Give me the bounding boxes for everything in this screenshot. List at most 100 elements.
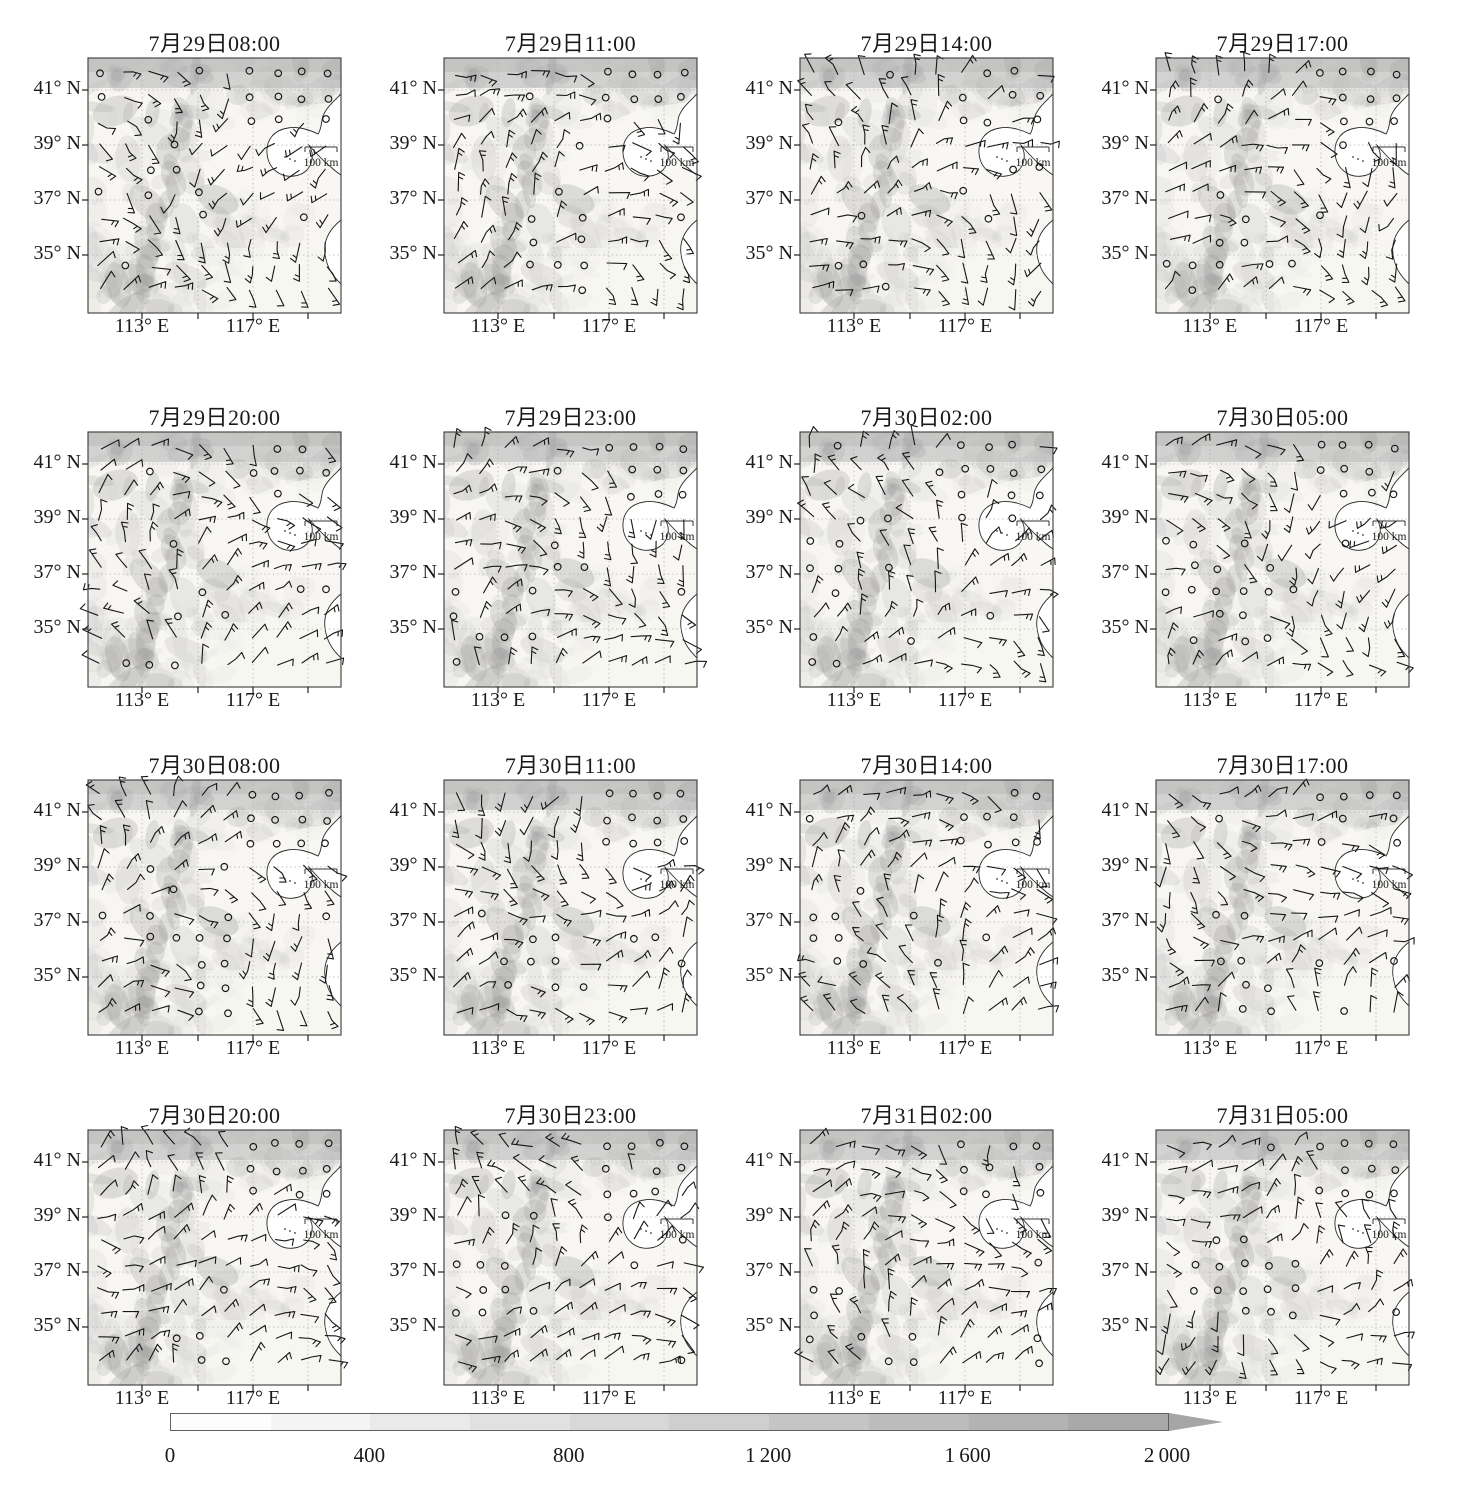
lat-tick-label: 39° N <box>389 132 437 154</box>
panel-row: 7月29日08:00 41° N 39° N 37° N 35° N 100 km 1… <box>30 18 1470 341</box>
map-area: 100 km <box>1150 1129 1415 1391</box>
lat-tick-label: 35° N <box>389 616 437 638</box>
coastline <box>978 815 1054 1007</box>
map-area: 100 km <box>82 57 342 319</box>
lon-tick-label: 117° E <box>225 1037 281 1059</box>
lat-axis-labels: 41° N 39° N 37° N 35° N <box>386 58 444 313</box>
map-panel: 7月30日20:00 41° N 39° N 37° N 35° N 100 km 1… <box>30 1090 349 1413</box>
panel-title: 7月31日05:00 <box>1216 1103 1349 1128</box>
lat-tick-label: 41° N <box>389 77 437 99</box>
axis-ticks <box>82 811 309 1041</box>
map-canvas: 100 km <box>79 431 347 693</box>
map-panel: 7月30日11:00 41° N 39° N 37° N 35° N 100 km 1… <box>386 740 705 1063</box>
axis-ticks <box>82 89 309 319</box>
scale-bar: 100 km <box>1372 520 1407 543</box>
coastline <box>1334 1165 1410 1357</box>
axis-ticks <box>82 463 309 693</box>
colorbar-step <box>1068 1414 1168 1430</box>
map-frame <box>1150 57 1410 319</box>
terrain-layer <box>800 58 1053 313</box>
axis-ticks <box>1150 463 1377 693</box>
map-panel: 7月29日17:00 41° N 39° N 37° N 35° N 100 km 1… <box>1098 18 1410 341</box>
map-canvas: 100 km <box>794 424 1059 693</box>
grid-lines <box>800 780 1053 1035</box>
map-canvas: 100 km <box>1150 1129 1415 1391</box>
panel-title: 7月30日02:00 <box>860 405 993 430</box>
lat-tick-label: 35° N <box>33 964 81 986</box>
map-panel: 7月29日08:00 41° N 39° N 37° N 35° N 100 km 1… <box>30 18 342 341</box>
wind-barbs-layer <box>1155 1131 1415 1380</box>
lon-tick-label: 113° E <box>826 1037 882 1059</box>
lat-tick-label: 35° N <box>745 616 793 638</box>
map-frame <box>794 57 1054 319</box>
lat-tick-label: 35° N <box>745 964 793 986</box>
colorbar: 0 400 800 1 200 1 600 2 000 <box>165 1413 1270 1473</box>
scale-bar: 100 km <box>660 146 694 169</box>
terrain-layer <box>444 432 697 687</box>
lat-tick-label: 35° N <box>1101 616 1149 638</box>
axis-ticks <box>438 89 665 319</box>
lat-tick-label: 41° N <box>745 1149 793 1171</box>
map-canvas: 100 km <box>1150 431 1414 693</box>
lat-tick-label: 41° N <box>389 1149 437 1171</box>
lon-tick-label: 117° E <box>581 315 637 337</box>
panel-title: 7月30日23:00 <box>504 1103 637 1128</box>
scale-bar-label: 100 km <box>304 879 339 891</box>
wind-barbs-layer <box>1162 51 1406 308</box>
lat-tick-label: 41° N <box>33 799 81 821</box>
lat-tick-label: 39° N <box>33 854 81 876</box>
map-panel: 7月30日17:00 41° N 39° N 37° N 35° N 100 km 1… <box>1098 740 1415 1063</box>
grid-lines <box>1156 1130 1409 1385</box>
lon-tick-label: 117° E <box>937 1037 993 1059</box>
scale-bar-label: 100 km <box>1372 531 1407 543</box>
coastline <box>622 93 698 285</box>
map-canvas: 100 km <box>438 57 702 319</box>
map-frame <box>1150 431 1410 693</box>
panel-title: 7月29日14:00 <box>860 31 993 56</box>
grid-lines <box>1156 58 1409 313</box>
coastline <box>622 1165 698 1357</box>
lat-tick-label: 35° N <box>1101 1314 1149 1336</box>
grid-lines <box>800 1130 1053 1385</box>
scale-bar: 100 km <box>304 1218 338 1241</box>
terrain-layer <box>800 780 1053 1035</box>
scale-bar-label: 100 km <box>1372 1229 1407 1241</box>
colorbar-step <box>669 1414 770 1430</box>
lat-tick-label: 41° N <box>745 799 793 821</box>
panel-title: 7月30日17:00 <box>1216 753 1349 778</box>
lon-tick-label: 117° E <box>225 1387 281 1409</box>
lat-axis-labels: 41° N 39° N 37° N 35° N <box>1098 780 1156 1035</box>
scale-bar-label: 100 km <box>1016 1229 1051 1241</box>
lat-tick-label: 37° N <box>33 909 81 931</box>
wind-barbs-layer <box>797 784 1060 1014</box>
panel-title: 7月29日08:00 <box>148 31 281 56</box>
lat-tick-label: 35° N <box>33 242 81 264</box>
lon-tick-label: 113° E <box>826 1387 882 1409</box>
lat-tick-label: 37° N <box>1101 187 1149 209</box>
scale-bar: 100 km <box>1016 146 1050 169</box>
wind-barbs-layer <box>452 1125 705 1373</box>
colorbar-arrow <box>1169 1413 1223 1431</box>
lat-tick-label: 37° N <box>1101 1259 1149 1281</box>
panel-row: 7月30日20:00 41° N 39° N 37° N 35° N 100 km 1… <box>30 1090 1470 1413</box>
grid-lines <box>444 1130 697 1385</box>
scale-bar: 100 km <box>304 868 339 891</box>
lon-tick-label: 117° E <box>1293 689 1349 711</box>
lat-tick-label: 37° N <box>33 561 81 583</box>
lon-axis-labels: 113° E 117° E <box>88 687 341 715</box>
lat-tick-label: 39° N <box>1101 854 1149 876</box>
lat-tick-label: 37° N <box>745 187 793 209</box>
map-area: 100 km <box>82 775 348 1041</box>
lon-axis-labels: 113° E 117° E <box>444 313 697 341</box>
map-frame <box>82 779 342 1041</box>
axis-ticks <box>794 463 1021 693</box>
map-panel: 7月29日23:00 41° N 39° N 37° N 35° N 100 km 1… <box>386 392 708 715</box>
map-frame <box>82 57 342 319</box>
colorbar-step <box>370 1414 471 1430</box>
lat-axis-labels: 41° N 39° N 37° N 35° N <box>1098 58 1156 313</box>
panel-title: 7月29日17:00 <box>1216 31 1349 56</box>
map-frame <box>794 431 1054 693</box>
lon-axis-labels: 113° E 117° E <box>444 1035 697 1063</box>
panel-row: 7月29日20:00 41° N 39° N 37° N 35° N 100 km 1… <box>30 392 1470 715</box>
lat-tick-label: 35° N <box>1101 964 1149 986</box>
